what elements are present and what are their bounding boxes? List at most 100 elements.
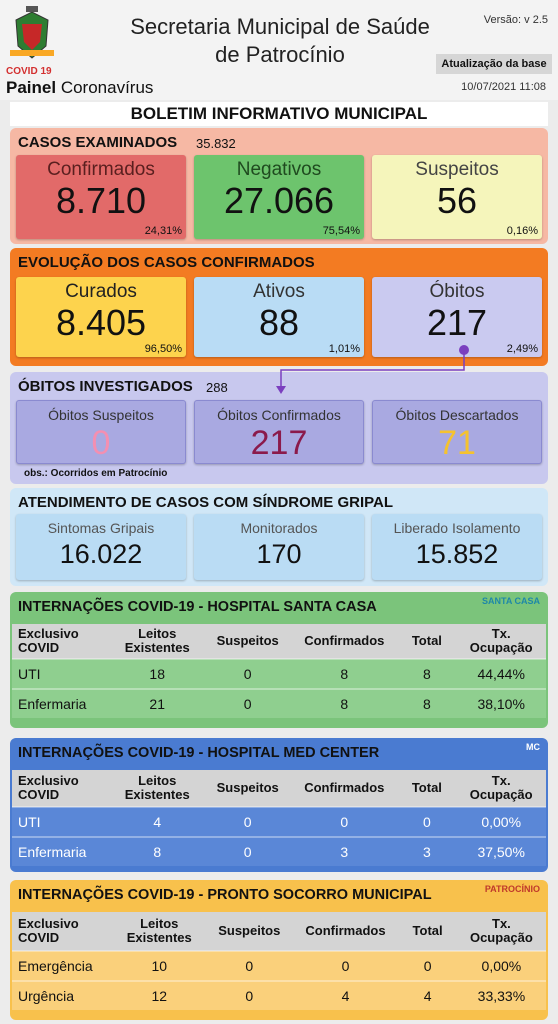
version: Versão: v 2.5 bbox=[483, 14, 548, 26]
card: Óbitos Suspeitos 0 bbox=[16, 400, 186, 464]
hospital-table: Exclusivo COVID Leitos Existentes Suspeito… bbox=[12, 770, 546, 866]
hospital-logo: SANTA CASA bbox=[482, 596, 540, 606]
table-cell: 10 bbox=[112, 950, 206, 981]
table-cell: 0,00% bbox=[456, 950, 546, 981]
card: Ativos 88 1,01% bbox=[194, 277, 364, 357]
table-cell: 0 bbox=[205, 980, 293, 1010]
note: obs.: Ocorridos em Patrocínio bbox=[24, 468, 168, 479]
section: CASOS EXAMINADOS 35.832 Confirmados 8.710 24… bbox=[10, 128, 548, 244]
app-subtitle: Coronavírus bbox=[60, 78, 154, 97]
table-cell: UTI bbox=[12, 658, 111, 689]
card: Sintomas Gripais 16.022 bbox=[16, 514, 186, 580]
table-cell: 37,50% bbox=[456, 836, 546, 866]
section: ÓBITOS INVESTIGADOS 288 Óbitos Suspeitos 0 Ó… bbox=[10, 372, 548, 484]
table-row: Enfermaria 21 0 8 8 38,10% bbox=[12, 688, 546, 718]
header-row: Exclusivo COVID Leitos Existentes Suspeito… bbox=[12, 624, 546, 659]
column-header: Exclusivo COVID bbox=[12, 912, 113, 951]
municipal-logo bbox=[10, 6, 54, 59]
cards: Sintomas Gripais 16.022 Monitorados 170 Libe… bbox=[16, 514, 542, 580]
card: Óbitos 217 2,49% bbox=[372, 277, 542, 357]
hospital-logo: PATROCÍNIO bbox=[484, 884, 540, 894]
table-cell: 44,44% bbox=[456, 658, 546, 689]
column-header: Confirmados bbox=[292, 912, 399, 951]
section-title: INTERNAÇÕES COVID-19 - HOSPITAL MED CENT… bbox=[18, 745, 380, 761]
table-cell: 8 bbox=[291, 688, 398, 718]
card-label: Negativos bbox=[236, 159, 322, 180]
card-label: Óbitos Confirmados bbox=[217, 407, 341, 423]
covid-label: COVID 19 bbox=[6, 66, 52, 77]
header-row: Exclusivo COVID Leitos Existentes Suspeito… bbox=[12, 770, 546, 807]
card-label: Monitorados bbox=[240, 520, 318, 536]
column-header: Total bbox=[397, 624, 457, 659]
table-cell: 8 bbox=[291, 658, 398, 689]
column-header: Exclusivo COVID bbox=[12, 770, 111, 807]
title: de Patrocínio bbox=[215, 42, 345, 67]
column-header: Total bbox=[397, 770, 457, 807]
card-percent: 75,54% bbox=[322, 225, 360, 237]
table-cell: 0 bbox=[397, 806, 457, 837]
table-cell: 12 bbox=[112, 980, 206, 1010]
card-value: 8.710 bbox=[55, 180, 147, 221]
card-value: 0 bbox=[91, 424, 111, 462]
section-title: ÓBITOS INVESTIGADOS bbox=[18, 378, 193, 395]
table-cell: 0 bbox=[291, 806, 398, 837]
card: Óbitos Confirmados 217 bbox=[194, 400, 364, 464]
app-name: Painel Coronavírus bbox=[6, 78, 153, 98]
section: EVOLUÇÃO DOS CASOS CONFIRMADOS Curados 8.4… bbox=[10, 248, 548, 366]
table-row: Enfermaria 8 0 3 3 37,50% bbox=[12, 836, 546, 866]
column-header: Suspeitos bbox=[204, 624, 292, 659]
table-cell: Urgência bbox=[12, 980, 113, 1010]
table-cell: 8 bbox=[110, 836, 205, 866]
table-cell: 0 bbox=[204, 836, 292, 866]
card-value: 170 bbox=[256, 539, 302, 569]
card-label: Curados bbox=[65, 281, 137, 302]
card-label: Óbitos bbox=[429, 281, 485, 302]
table-cell: 18 bbox=[110, 658, 205, 689]
cards: Curados 8.405 96,50% Ativos 88 1,01% Óbitos 217… bbox=[16, 277, 542, 357]
card-value: 27.066 bbox=[223, 180, 335, 221]
card-percent: 24,31% bbox=[144, 225, 182, 237]
update-label: Atualização da base bbox=[436, 54, 552, 74]
hospital-section: INTERNAÇÕES COVID-19 - HOSPITAL SANTA CA… bbox=[10, 592, 548, 728]
card-value: 8.405 bbox=[55, 302, 147, 343]
hospital-section: INTERNAÇÕES COVID-19 - HOSPITAL MED CENT… bbox=[10, 738, 548, 872]
table-cell: 3 bbox=[397, 836, 457, 866]
card-percent: 0,16% bbox=[506, 225, 538, 237]
section-total: 35.832 bbox=[196, 136, 236, 151]
table-cell: 8 bbox=[397, 688, 457, 718]
card-value: 15.852 bbox=[415, 539, 499, 569]
table-cell: 8 bbox=[397, 658, 457, 689]
table-cell: 0 bbox=[205, 950, 293, 981]
column-header: Confirmados bbox=[291, 770, 398, 807]
card: Negativos 27.066 75,54% bbox=[194, 155, 364, 239]
card: Suspeitos 56 0,16% bbox=[372, 155, 542, 239]
column-header: Tx. Ocupação bbox=[456, 770, 546, 807]
section-total: 288 bbox=[206, 380, 228, 395]
table-cell: 0 bbox=[204, 806, 292, 837]
update-time: 10/07/2021 11:08 bbox=[461, 81, 546, 93]
card: Óbitos Descartados 71 bbox=[372, 400, 542, 464]
card-value: 217 bbox=[426, 302, 488, 343]
section-title: CASOS EXAMINADOS bbox=[18, 134, 178, 151]
section-title: INTERNAÇÕES COVID-19 - PRONTO SOCORRO MU… bbox=[18, 887, 432, 903]
card-label: Óbitos Suspeitos bbox=[48, 407, 154, 423]
table-cell: 33,33% bbox=[456, 980, 546, 1010]
table-cell: Enfermaria bbox=[12, 836, 111, 866]
section-title: ATENDIMENTO DE CASOS COM SÍNDROME GRIPAL bbox=[18, 494, 394, 511]
table-cell: 0 bbox=[204, 688, 292, 718]
card-label: Óbitos Descartados bbox=[395, 407, 519, 423]
table-cell: Emergência bbox=[12, 950, 113, 981]
header: COVID 19 Painel Coronavírus Secretaria M… bbox=[0, 0, 558, 100]
column-header: Suspeitos bbox=[205, 912, 293, 951]
header-row: Exclusivo COVID Leitos Existentes Suspeito… bbox=[12, 912, 546, 951]
column-header: Tx. Ocupação bbox=[456, 624, 546, 659]
hospital-table: Exclusivo COVID Leitos Existentes Suspeito… bbox=[12, 912, 546, 1010]
card-percent: 2,49% bbox=[506, 343, 538, 355]
table-row: Emergência 10 0 0 0 0,00% bbox=[12, 950, 546, 981]
banner: BOLETIM INFORMATIVO MUNICIPAL bbox=[10, 102, 548, 126]
card-value: 71 bbox=[438, 424, 476, 462]
table-cell: 3 bbox=[291, 836, 398, 866]
table-cell: 21 bbox=[110, 688, 205, 718]
card-label: Suspeitos bbox=[415, 159, 499, 180]
table-cell: Enfermaria bbox=[12, 688, 111, 718]
